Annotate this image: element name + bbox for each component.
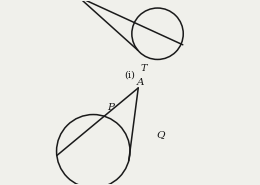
- Text: A: A: [136, 78, 144, 87]
- Text: T: T: [140, 64, 147, 73]
- Text: P: P: [107, 103, 114, 112]
- Text: Q: Q: [157, 130, 165, 139]
- Text: (i): (i): [125, 70, 135, 80]
